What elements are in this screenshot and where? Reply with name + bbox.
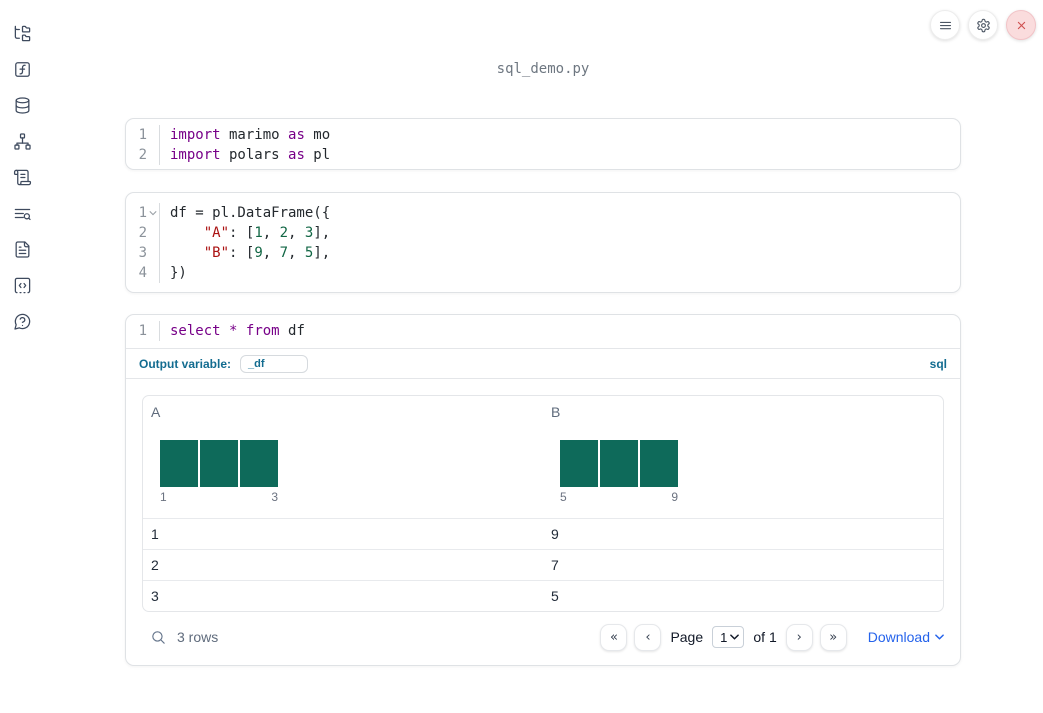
code-line[interactable]: 4})	[126, 263, 960, 283]
shutdown-button[interactable]	[1006, 10, 1036, 40]
histogram-bar	[600, 440, 638, 487]
line-number-gutter: 3	[126, 243, 160, 263]
line-number-gutter: 1	[126, 321, 160, 341]
next-page-button[interactable]: ›	[785, 623, 813, 651]
histogram-bar	[640, 440, 678, 487]
table-cell: 2	[151, 557, 159, 573]
topbar-controls	[930, 10, 1036, 40]
line-number-gutter: 1	[126, 203, 160, 223]
code-line[interactable]: 1 import marimo as mo	[126, 125, 960, 145]
code-line[interactable]: 1 select * from df	[126, 321, 960, 341]
fold-chevron-icon[interactable]	[147, 210, 159, 216]
histogram-bar	[160, 440, 198, 487]
settings-button[interactable]	[968, 10, 998, 40]
histogram-bar	[240, 440, 278, 487]
hamburger-menu-icon	[939, 21, 951, 29]
output-variable-input[interactable]: _df	[240, 354, 309, 373]
notebook-filename[interactable]: sql_demo.py	[496, 61, 590, 77]
table-cell: 5	[551, 588, 559, 604]
line-number-gutter: 4	[126, 263, 160, 283]
search-icon[interactable]	[150, 629, 167, 646]
histogram-bar	[200, 440, 238, 487]
code-line[interactable]: 3 "B": [9, 7, 5],	[126, 243, 960, 263]
network-graph-icon[interactable]	[12, 131, 32, 151]
chevron-down-icon	[730, 634, 740, 640]
table-footer: 3 rows « ‹ Page 1 of 1 › » Download	[142, 620, 944, 654]
last-page-button[interactable]: »	[819, 623, 847, 651]
code-editor[interactable]: 1 df = pl.DataFrame({2 "A": [1, 2, 3], 3 "…	[126, 203, 960, 283]
list-search-icon[interactable]	[12, 203, 32, 223]
code-snippet-icon[interactable]	[12, 275, 32, 295]
language-badge: sql	[929, 356, 947, 371]
database-icon[interactable]	[12, 95, 32, 115]
code-line[interactable]: 1 df = pl.DataFrame({	[126, 203, 960, 223]
sql-cell: 1 select * from df Output variable: _df s…	[125, 314, 961, 666]
prev-page-button[interactable]: ‹	[634, 623, 662, 651]
function-icon[interactable]	[12, 59, 32, 79]
gear-icon	[976, 18, 990, 32]
output-variable-label: Output variable:	[139, 356, 232, 371]
pagination: « ‹ Page 1 of 1 › » Download	[600, 623, 944, 651]
output-variable-row: Output variable: _df sql	[126, 349, 960, 379]
helper-panel-sidebar	[0, 0, 44, 713]
table-cell: 7	[551, 557, 559, 573]
scroll-icon[interactable]	[12, 167, 32, 187]
file-tree-icon[interactable]	[12, 23, 32, 43]
column-name: A	[151, 404, 161, 420]
chevron-down-icon	[935, 634, 944, 640]
column-histogram	[160, 440, 278, 487]
hamburger-menu-button[interactable]	[930, 10, 960, 40]
code-cell-imports: 1 import marimo as mo 2 import polars as pl	[125, 118, 961, 170]
line-number-gutter: 2	[126, 145, 160, 165]
line-number-gutter: 2	[126, 223, 160, 243]
close-icon	[1017, 21, 1025, 29]
help-icon[interactable]	[12, 311, 32, 331]
page-label: Page	[670, 629, 704, 645]
first-page-button[interactable]: «	[600, 623, 628, 651]
row-count-label: 3 rows	[177, 629, 219, 645]
table-cell: 1	[151, 526, 159, 542]
code-line[interactable]: 2 "A": [1, 2, 3],	[126, 223, 960, 243]
page-number-select[interactable]: 1	[712, 626, 745, 648]
code-line[interactable]: 2 import polars as pl	[126, 145, 960, 165]
column-name: B	[551, 404, 561, 420]
code-editor[interactable]: 1 import marimo as mo 2 import polars as pl	[126, 125, 960, 165]
table-cell: 3	[151, 588, 159, 604]
download-button[interactable]: Download	[868, 629, 944, 645]
histogram-bar	[560, 440, 598, 487]
column-histogram	[560, 440, 678, 487]
page-of-label: of 1	[753, 629, 777, 645]
sql-code-editor[interactable]: 1 select * from df	[126, 315, 960, 349]
table-cell: 9	[551, 526, 559, 542]
document-icon[interactable]	[12, 239, 32, 259]
code-cell-dataframe: 1 df = pl.DataFrame({2 "A": [1, 2, 3], 3 "…	[125, 192, 961, 293]
line-number-gutter: 1	[126, 125, 160, 145]
